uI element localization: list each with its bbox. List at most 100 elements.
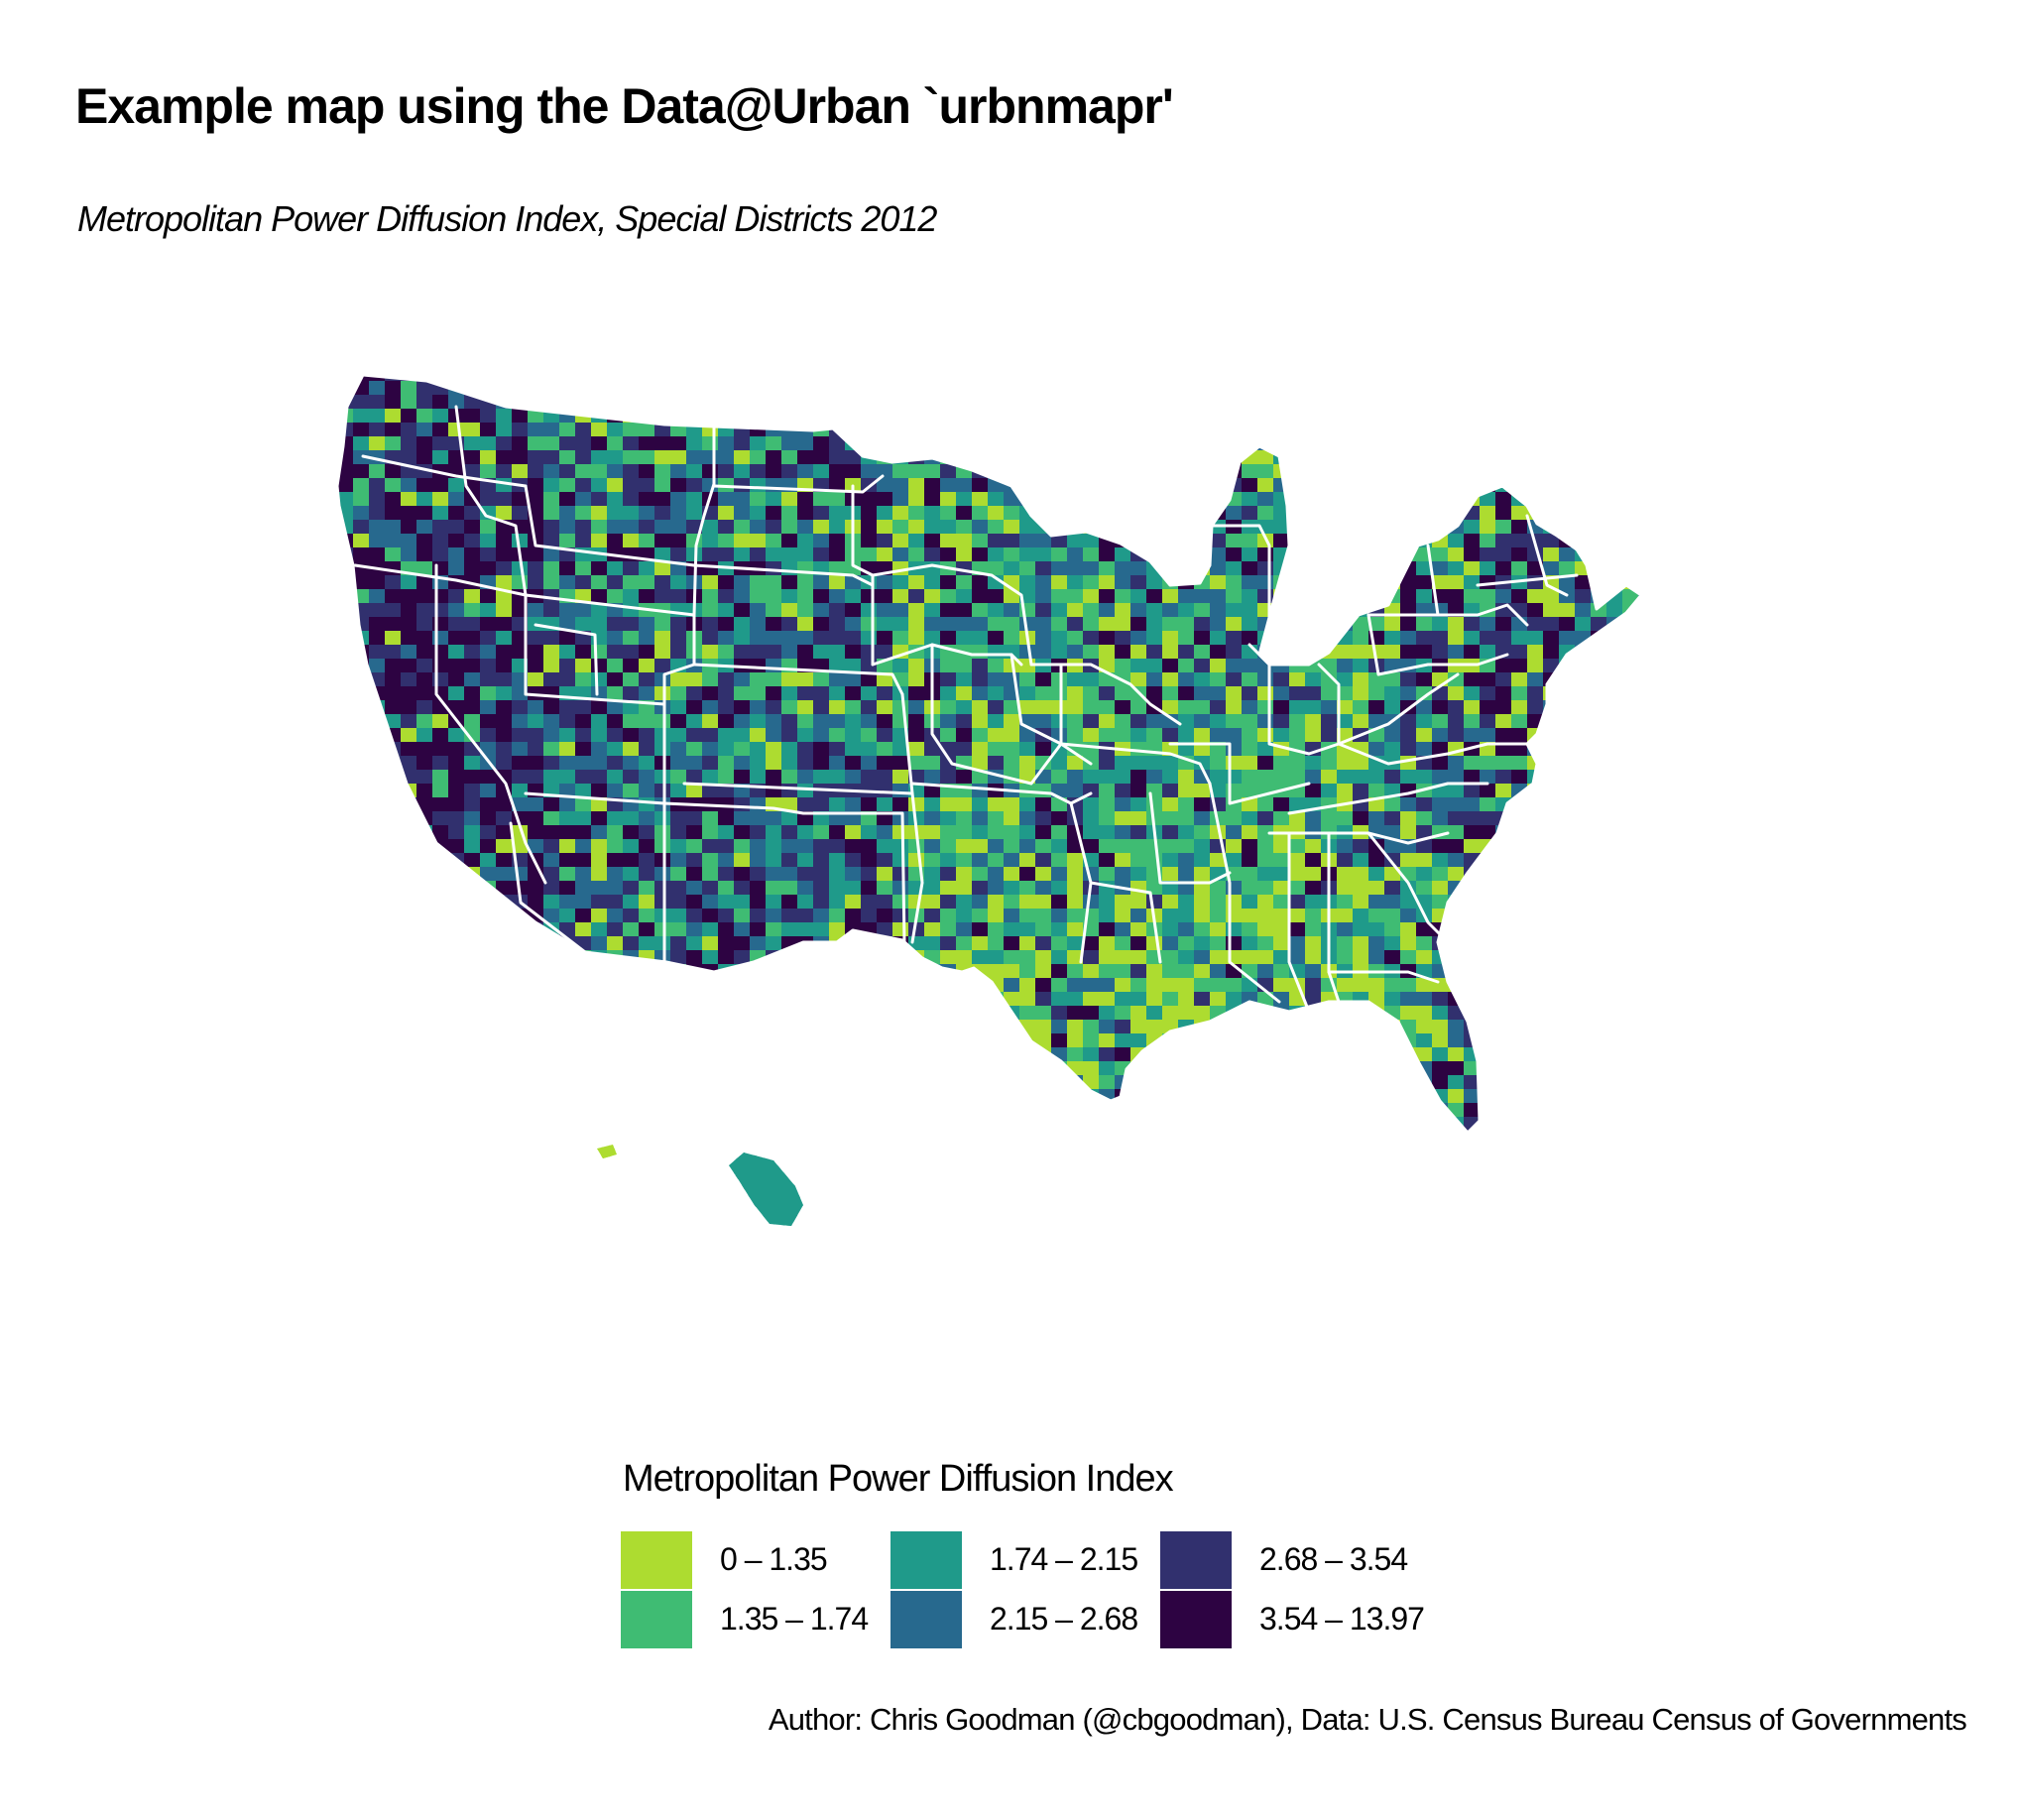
county-cell <box>639 589 655 604</box>
county-cell <box>670 1131 687 1133</box>
county-cell <box>1606 895 1623 910</box>
county-cell <box>601 1156 612 1158</box>
county-cell <box>369 1061 388 1077</box>
county-cell <box>591 1006 610 1021</box>
county-cell <box>1226 617 1246 632</box>
county-cell <box>639 395 658 412</box>
county-cell <box>1559 1006 1576 1023</box>
county-cell <box>1606 561 1626 579</box>
county-cell <box>654 561 673 576</box>
county-cell <box>988 506 1005 522</box>
county-cell <box>797 909 814 924</box>
county-cell <box>1384 686 1404 704</box>
county-cell <box>1242 728 1259 744</box>
county-cell <box>1019 978 1038 993</box>
county-cell <box>654 395 671 410</box>
county-cell <box>877 436 893 454</box>
county-cell <box>750 1089 770 1104</box>
legend-title: Metropolitan Power Diffusion Index <box>623 1458 1174 1500</box>
county-cell <box>1305 950 1324 967</box>
county-cell <box>1559 756 1576 773</box>
county-cell <box>1638 575 1641 591</box>
county-cell <box>1178 409 1197 424</box>
county-cell <box>1353 992 1369 1007</box>
county-cell <box>956 1020 973 1034</box>
county-cell <box>1019 686 1036 703</box>
county-cell <box>1432 797 1450 815</box>
county-cell <box>1083 922 1100 938</box>
county-cell <box>908 534 926 551</box>
county-cell <box>718 1020 737 1034</box>
county-cell <box>1432 423 1449 439</box>
county-cell <box>1257 1075 1274 1091</box>
county-cell <box>591 825 608 841</box>
county-cell <box>670 978 689 996</box>
county-cell <box>1019 992 1038 1007</box>
county-cell <box>940 659 957 676</box>
county-cell <box>1289 1117 1309 1133</box>
county-cell <box>686 895 703 910</box>
county-cell <box>1638 770 1641 788</box>
county-cell <box>1591 770 1610 786</box>
county-cell <box>972 645 989 661</box>
county-cell <box>1226 1047 1243 1064</box>
county-cell <box>1368 936 1385 951</box>
county-cell <box>1543 617 1560 633</box>
county-cell <box>559 853 576 870</box>
county-cell <box>877 672 893 690</box>
county-cell <box>464 992 482 1009</box>
county-cell <box>1178 589 1195 605</box>
county-cell <box>1543 922 1560 937</box>
county-cell <box>1527 1033 1547 1050</box>
county-cell <box>337 1033 354 1048</box>
county-cell <box>718 672 738 689</box>
county-cell <box>877 1103 895 1120</box>
county-cell <box>353 770 370 787</box>
county-cell <box>1384 409 1401 424</box>
county-cell <box>1448 784 1465 798</box>
county-cell <box>1368 672 1385 687</box>
county-cell <box>401 603 418 618</box>
county-cell <box>1495 375 1512 382</box>
county-cell <box>496 534 513 551</box>
county-cell <box>734 728 754 743</box>
county-cell <box>1638 603 1641 621</box>
county-cell <box>607 1103 624 1118</box>
county-cell <box>1130 520 1150 536</box>
county-cell <box>385 464 402 481</box>
county-cell <box>369 1089 388 1104</box>
county-cell <box>1606 645 1624 660</box>
county-cell <box>877 1033 896 1048</box>
county-cell <box>1448 561 1465 576</box>
county-cell <box>940 375 957 382</box>
county-cell <box>702 1131 722 1133</box>
county-cell <box>1305 686 1324 701</box>
county-cell <box>496 728 515 744</box>
county-cell <box>1400 589 1418 604</box>
county-cell <box>607 950 625 968</box>
county-cell <box>670 700 687 715</box>
county-cell <box>861 936 878 954</box>
county-cell <box>988 1006 1008 1021</box>
county-cell <box>877 1020 896 1037</box>
county-cell <box>1495 742 1514 760</box>
county-cell <box>480 631 497 648</box>
county-cell <box>1321 700 1341 717</box>
county-cell <box>1004 631 1021 647</box>
county-cell <box>1051 839 1068 857</box>
county-cell <box>512 436 529 451</box>
county-cell <box>1194 1006 1213 1022</box>
county-cell <box>432 797 451 814</box>
county-cell <box>1130 561 1147 576</box>
county-cell <box>623 575 641 591</box>
county-cell <box>1305 1103 1324 1118</box>
county-cell <box>1162 1047 1180 1063</box>
county-cell <box>797 520 817 535</box>
county-cell <box>1305 450 1322 467</box>
county-cell <box>654 520 674 536</box>
county-cell <box>1257 881 1277 899</box>
county-cell <box>1448 839 1466 855</box>
county-cell <box>924 756 941 773</box>
county-cell <box>1384 547 1403 562</box>
county-cell <box>1527 867 1546 884</box>
